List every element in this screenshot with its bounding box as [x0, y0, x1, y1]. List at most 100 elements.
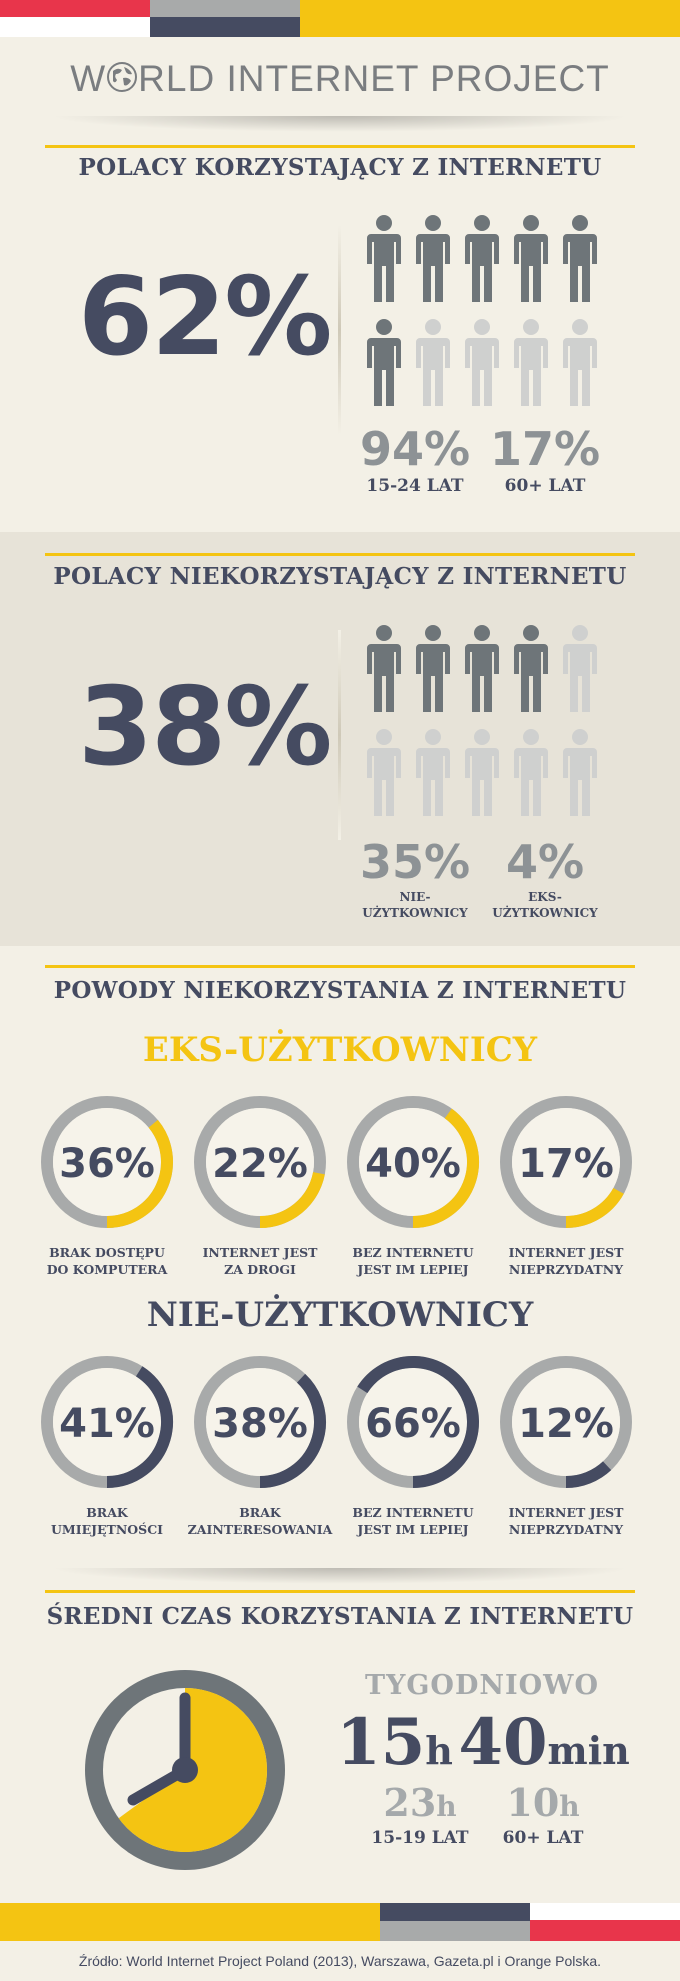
- donut-segment: [357, 1356, 479, 1488]
- section-title-nonusers: POLACY NIEKORZYSTAJĄCY Z INTERNETU: [53, 563, 627, 590]
- person-icon: [514, 625, 548, 712]
- person-icon: [416, 215, 450, 302]
- ex-users-heading: EKS-UŻYTKOWNICY: [142, 1030, 538, 1070]
- reason-donut: 38% BRAK ZAINTERESOWANIA: [185, 1350, 335, 1538]
- top-bar-yellow: [300, 0, 680, 37]
- reason-donut: 40% BEZ INTERNETU JEST IM LEPIEJ: [338, 1090, 488, 1278]
- stat-value-15-24: 94%: [360, 422, 471, 476]
- stat-label-ex-users: EKS- UŻYTKOWNICY: [492, 890, 598, 920]
- donut-segment: [259, 1171, 325, 1228]
- stat-value-60plus: 17%: [490, 422, 601, 476]
- people-icons-nonusers: [367, 625, 597, 816]
- donut-value: 38%: [212, 1401, 308, 1447]
- stat-label-60plus: 60+ LAT: [504, 476, 586, 496]
- globe-icon: [106, 60, 138, 102]
- stat-value-non-users: 35%: [360, 835, 471, 889]
- time-period: TYGODNIOWO: [365, 1670, 600, 1701]
- section-title-time: ŚREDNI CZAS KORZYSTANIA Z INTERNETU: [46, 1603, 634, 1630]
- stat-label-15-24: 15-24 LAT: [366, 476, 464, 496]
- donut-value: 40%: [365, 1141, 461, 1187]
- reason-donut: 22% INTERNET JEST ZA DROGI: [185, 1090, 335, 1278]
- donut-segment: [106, 1119, 173, 1228]
- ex-users-donuts: 36% BRAK DOSTĘPU DO KOMPUTERA 22% INTERNET J…: [0, 1090, 680, 1290]
- bottom-bar-yellow: [0, 1903, 380, 1941]
- person-icon: [563, 625, 597, 712]
- donut-center: [359, 1108, 467, 1216]
- person-icon: [563, 319, 597, 406]
- donut-center: [53, 1368, 161, 1476]
- bottom-bar-white: [530, 1903, 680, 1920]
- section-title-users: POLACY KORZYSTAJĄCY Z INTERNETU: [78, 154, 602, 181]
- donut-value: 66%: [365, 1401, 461, 1447]
- people-icons-users: [367, 215, 597, 406]
- person-icon: [563, 215, 597, 302]
- donut-chart: 12%: [500, 1356, 632, 1488]
- person-icon: [367, 729, 401, 816]
- reason-donut: 41% BRAK UMIEJĘTNOŚCI: [32, 1350, 182, 1538]
- shadow-divider: [50, 1568, 630, 1584]
- person-icon: [465, 319, 499, 406]
- top-bar-gray: [150, 0, 300, 17]
- logo-title-rest: RLD INTERNET PROJECT: [138, 58, 610, 99]
- reason-donut: 12% INTERNET JEST NIEPRZYDATNY: [491, 1350, 641, 1538]
- donut-label: BRAK ZAINTERESOWANIA: [187, 1505, 333, 1537]
- person-icon: [465, 215, 499, 302]
- donut-center: [206, 1368, 314, 1476]
- donut-chart: 22%: [194, 1096, 326, 1228]
- donut-segment: [565, 1187, 624, 1228]
- person-icon: [416, 625, 450, 712]
- age-hours-60plus: 10h: [506, 1780, 580, 1825]
- nonusers-big-percent: 38%: [78, 665, 333, 790]
- donut-label: INTERNET JEST NIEPRZYDATNY: [508, 1505, 624, 1537]
- person-icon: [465, 625, 499, 712]
- donut-chart: 40%: [347, 1096, 479, 1228]
- section-rule: [45, 1590, 635, 1593]
- person-icon: [416, 729, 450, 816]
- donut-center: [53, 1108, 161, 1216]
- donut-label: BRAK UMIEJĘTNOŚCI: [51, 1505, 163, 1537]
- clock-icon: [85, 1670, 285, 1870]
- source-footer: Źródło: World Internet Project Poland (2…: [78, 1953, 602, 1969]
- weekly-time: 15h 40min: [318, 1705, 648, 1780]
- donut-value: 17%: [518, 1141, 614, 1187]
- person-icon: [514, 215, 548, 302]
- person-icon: [416, 319, 450, 406]
- donut-center: [359, 1368, 467, 1476]
- reason-donut: 17% INTERNET JEST NIEPRZYDATNY: [491, 1090, 641, 1278]
- donut-value: 12%: [518, 1401, 614, 1447]
- weekly-minutes: 40: [458, 1705, 548, 1780]
- weekly-minutes-unit: min: [547, 1728, 630, 1773]
- donut-value: 22%: [212, 1141, 308, 1187]
- logo-letter-w: W: [70, 58, 107, 99]
- stat-label-non-users: NIE- UŻYTKOWNICY: [362, 890, 468, 920]
- age-hours-15-19: 23h: [383, 1780, 457, 1825]
- donut-label: BEZ INTERNETU JEST IM LEPIEJ: [352, 1245, 474, 1277]
- logo-title: W RLD INTERNET PROJECT: [0, 58, 680, 102]
- donut-label: INTERNET JEST NIEPRZYDATNY: [508, 1245, 624, 1277]
- donut-center: [206, 1108, 314, 1216]
- section-rule: [45, 965, 635, 968]
- donut-chart: 66%: [347, 1356, 479, 1488]
- age-label-60plus: 60+ LAT: [502, 1828, 584, 1848]
- person-icon: [367, 215, 401, 302]
- donut-label: BRAK DOSTĘPU DO KOMPUTERA: [46, 1245, 168, 1277]
- stat-value-ex-users: 4%: [505, 835, 585, 889]
- donut-segment: [565, 1461, 612, 1488]
- non-users-heading: NIE-UŻYTKOWNICY: [146, 1295, 534, 1335]
- person-icon: [367, 625, 401, 712]
- vertical-divider: [338, 630, 341, 840]
- vertical-divider: [338, 225, 341, 435]
- non-users-donuts: 41% BRAK UMIEJĘTNOŚCI 38% BRAK ZAINTERESOWANI…: [0, 1350, 680, 1550]
- section-rule: [45, 145, 635, 148]
- donut-value: 41%: [59, 1401, 155, 1447]
- donut-label: INTERNET JEST ZA DROGI: [202, 1245, 318, 1277]
- donut-chart: 36%: [41, 1096, 173, 1228]
- section-title-reasons: POWODY NIEKORZYSTANIA Z INTERNETU: [53, 977, 627, 1004]
- donut-value: 36%: [59, 1141, 155, 1187]
- person-icon: [367, 319, 401, 406]
- donut-center: [512, 1108, 620, 1216]
- reason-donut: 36% BRAK DOSTĘPU DO KOMPUTERA: [32, 1090, 182, 1278]
- donut-segment: [106, 1366, 173, 1488]
- donut-segment: [412, 1108, 479, 1228]
- bottom-bar-gray: [380, 1921, 530, 1941]
